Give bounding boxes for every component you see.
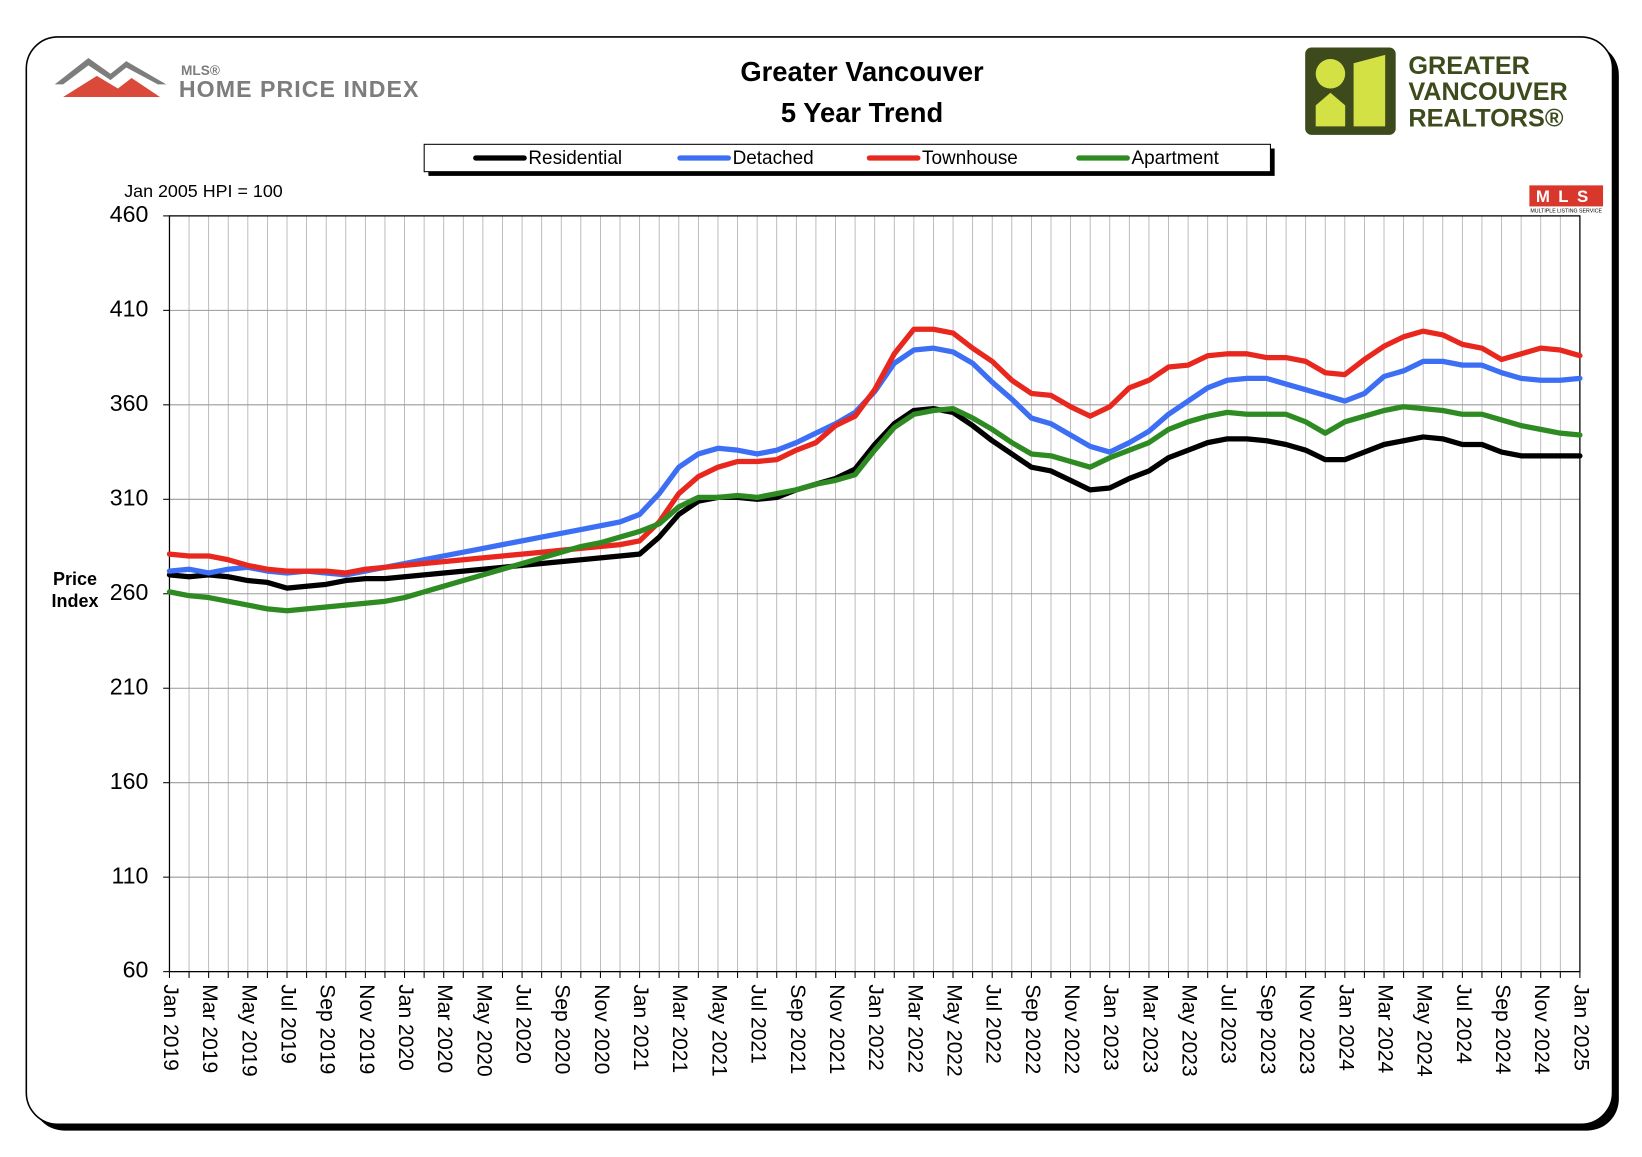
x-tick-label: May 2021 <box>707 984 730 1076</box>
x-tick-label: Nov 2019 <box>355 984 378 1074</box>
hpi-logo-small: MLS® <box>181 63 220 78</box>
mls-logo-text: MLS <box>1536 187 1597 206</box>
x-tick-label: Jan 2024 <box>1334 984 1357 1071</box>
x-tick-label: Mar 2019 <box>198 984 221 1073</box>
x-tick-label: Mar 2021 <box>668 984 691 1073</box>
y-tick-label: 210 <box>110 673 149 699</box>
x-tick-label: Jul 2020 <box>512 984 535 1064</box>
x-tick-label: Jul 2019 <box>276 984 299 1064</box>
x-tick-label: Nov 2023 <box>1295 984 1318 1074</box>
y-tick-label: 460 <box>110 201 149 227</box>
x-tick-label: Mar 2024 <box>1373 984 1396 1073</box>
legend-label: Detached <box>733 148 814 169</box>
x-tick-label: Mar 2023 <box>1138 984 1161 1073</box>
series-line <box>166 404 1583 614</box>
mls-logo-caption: MULTIPLE LISTING SERVICE <box>1530 209 1602 215</box>
mls-logo: MLS MULTIPLE LISTING SERVICE <box>1529 185 1604 215</box>
x-tick-label: Jan 2021 <box>629 984 652 1071</box>
gvr-logo-line: REALTORS® <box>1408 104 1564 132</box>
chart-title: Greater Vancouver <box>740 56 984 87</box>
x-tick-label: Sep 2019 <box>316 984 339 1074</box>
y-tick-label: 360 <box>110 390 149 416</box>
y-axis-label: Price Index <box>51 569 99 611</box>
gvr-logo-line: VANCOUVER <box>1408 78 1567 106</box>
y-tick-label: 110 <box>112 862 149 888</box>
gvr-logo: GREATER VANCOUVER REALTORS® <box>1305 47 1568 135</box>
series-line <box>166 405 1583 591</box>
y-tick-label: 260 <box>110 579 149 605</box>
annotation: Jan 2005 HPI = 100 <box>124 181 283 201</box>
x-tick-label: Mar 2022 <box>903 984 926 1073</box>
x-tick-label: Jul 2024 <box>1452 984 1475 1064</box>
legend-label: Apartment <box>1132 148 1220 169</box>
x-tick-label: Jul 2022 <box>982 984 1005 1064</box>
x-tick-label: Nov 2020 <box>590 984 613 1074</box>
x-tick-label: Sep 2023 <box>1256 984 1279 1074</box>
y-tick-label: 60 <box>123 957 149 983</box>
y-tick-label: 410 <box>110 295 149 321</box>
y-tick-label: 310 <box>110 484 149 510</box>
x-tick-label: May 2024 <box>1413 984 1436 1077</box>
chart-subtitle: 5 Year Trend <box>781 97 943 128</box>
x-tick-label: Mar 2020 <box>433 984 456 1073</box>
x-tick-label: Sep 2024 <box>1491 984 1514 1074</box>
x-tick-label: May 2019 <box>237 984 260 1076</box>
x-tick-label: Jul 2021 <box>747 984 770 1064</box>
hpi-logo: MLS® HOME PRICE INDEX <box>54 58 420 102</box>
x-tick-label: Jan 2025 <box>1569 984 1592 1071</box>
legend-label: Townhouse <box>922 148 1018 169</box>
series-line <box>166 326 1583 576</box>
x-tick-label: Jan 2023 <box>1099 984 1122 1071</box>
x-tick-label: Jul 2023 <box>1217 984 1240 1064</box>
hpi-logo-text: HOME PRICE INDEX <box>179 76 420 102</box>
x-tick-label: Sep 2020 <box>551 984 574 1074</box>
x-tick-label: Jan 2022 <box>864 984 887 1071</box>
x-tick-label: Jan 2020 <box>394 984 417 1071</box>
x-tick-label: Sep 2022 <box>1021 984 1044 1074</box>
x-tick-label: Jan 2019 <box>159 984 182 1071</box>
x-tick-label: May 2022 <box>942 984 965 1076</box>
x-tick-label: May 2020 <box>472 984 495 1076</box>
x-tick-label: Nov 2024 <box>1530 984 1553 1074</box>
x-tick-label: Sep 2021 <box>786 984 809 1074</box>
x-tick-label: May 2023 <box>1178 984 1201 1076</box>
y-tick-label: 160 <box>110 768 149 794</box>
legend-label: Residential <box>528 148 622 169</box>
gvr-logo-line: GREATER <box>1408 52 1530 80</box>
x-tick-label: Nov 2021 <box>825 984 848 1074</box>
x-tick-label: Nov 2022 <box>1060 984 1083 1074</box>
